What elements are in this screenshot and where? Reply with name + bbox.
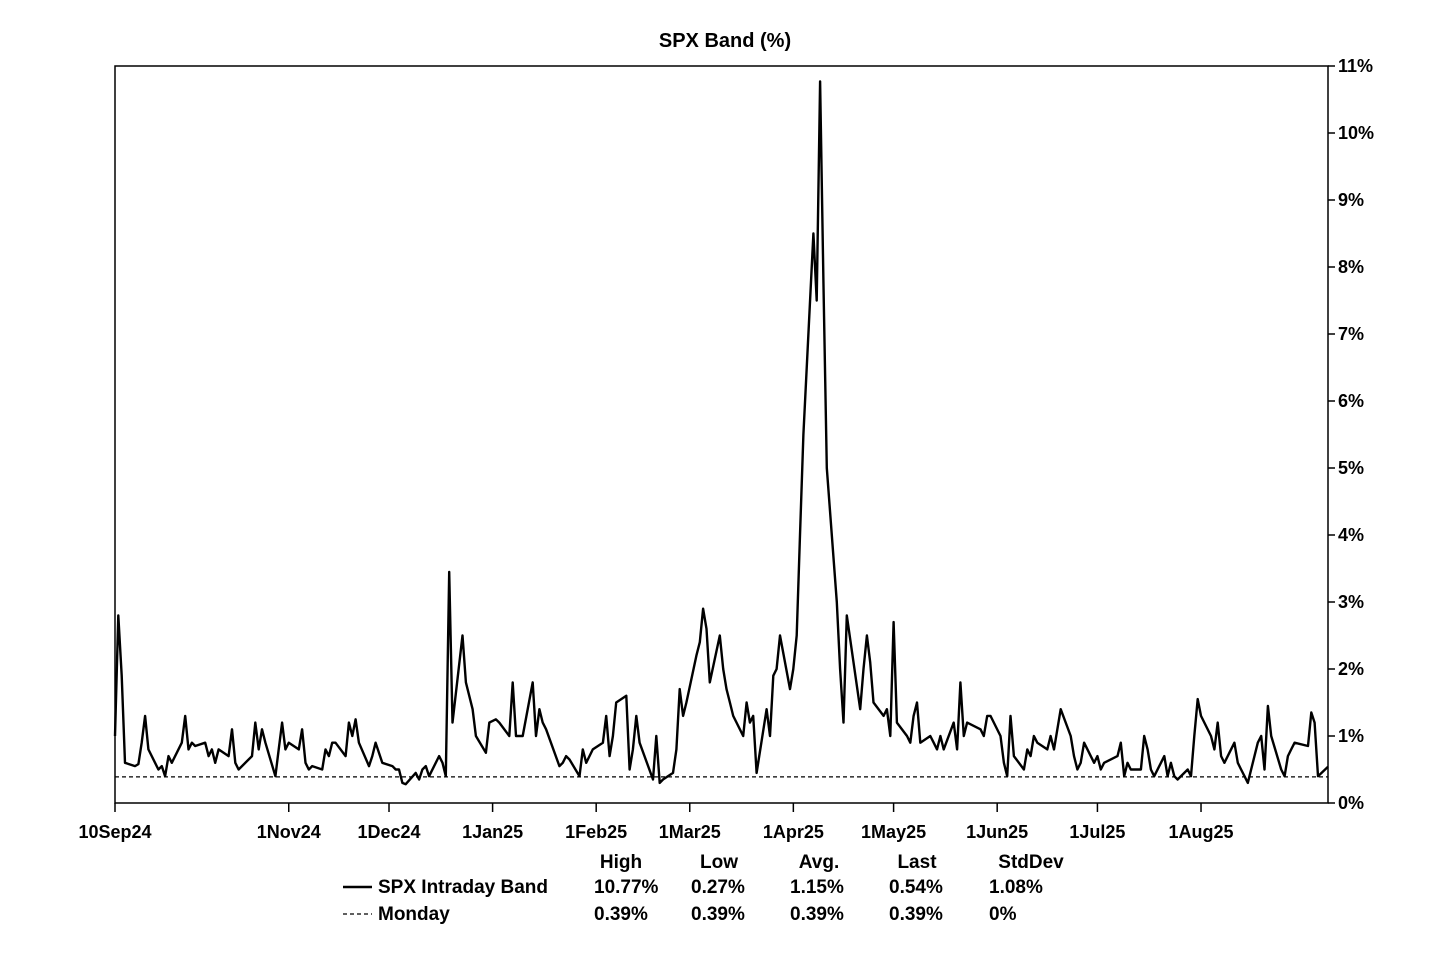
x-tick-label: 1Feb25 (565, 822, 627, 842)
stats-value: 0.39% (790, 904, 844, 925)
series-line-spx-intraday-band (113, 80, 1329, 786)
y-tick-label: 10% (1338, 123, 1374, 143)
x-axis: 10Sep24 1Nov24 1Dec24 1Jan25 1Feb25 1Mar25 1Ap… (78, 803, 1234, 842)
stats-value: 10.77% (594, 877, 659, 898)
stats-value: 0.39% (691, 904, 745, 925)
stats-header: Low (700, 852, 738, 873)
y-tick-label: 9% (1338, 190, 1364, 210)
y-tick-label: 4% (1338, 525, 1364, 545)
y-tick-label: 8% (1338, 257, 1364, 277)
plot-frame (114, 65, 1329, 804)
stats-header: StdDev (998, 852, 1064, 873)
x-tick-label: 10Sep24 (78, 822, 151, 842)
y-tick-label: 3% (1338, 592, 1364, 612)
stats-value: 1.15% (790, 877, 844, 898)
stats-value: 1.08% (989, 877, 1043, 898)
y-tick-label: 2% (1338, 659, 1364, 679)
stats-header: Last (897, 852, 937, 873)
y-tick-label: 6% (1338, 391, 1364, 411)
x-tick-label: 1Dec24 (357, 822, 420, 842)
y-tick-label: 1% (1338, 726, 1364, 746)
chart-title: SPX Band (%) (659, 30, 791, 52)
stats-value: 0.27% (691, 877, 745, 898)
x-tick-label: 1Jun25 (966, 822, 1028, 842)
y-tick-label: 11% (1338, 56, 1373, 76)
stats-table: High Low Avg. Last StdDev SPX Intraday Band 10… (343, 852, 1064, 925)
y-tick-label: 7% (1338, 324, 1364, 344)
x-tick-label: 1Jan25 (462, 822, 523, 842)
y-axis: 0% 1% 2% 3% 4% 5% 6% 7% 8% 9% 10% 11% (1328, 56, 1374, 813)
stats-header: Avg. (799, 852, 839, 873)
x-tick-label: 1Mar25 (659, 822, 721, 842)
x-tick-label: 1Apr25 (763, 822, 824, 842)
stats-value: 0.54% (889, 877, 943, 898)
x-tick-label: 1Nov24 (257, 822, 321, 842)
x-tick-label: 1Jul25 (1069, 822, 1125, 842)
stats-value: 0% (989, 904, 1017, 925)
legend-label: SPX Intraday Band (378, 877, 548, 898)
stats-value: 0.39% (594, 904, 648, 925)
y-tick-label: 5% (1338, 458, 1364, 478)
stats-value: 0.39% (889, 904, 943, 925)
x-tick-label: 1May25 (861, 822, 926, 842)
stats-header: High (600, 852, 642, 873)
series-layer (113, 80, 1329, 786)
x-tick-label: 1Aug25 (1169, 822, 1234, 842)
legend-label: Monday (378, 904, 450, 925)
y-tick-label: 0% (1338, 793, 1364, 813)
